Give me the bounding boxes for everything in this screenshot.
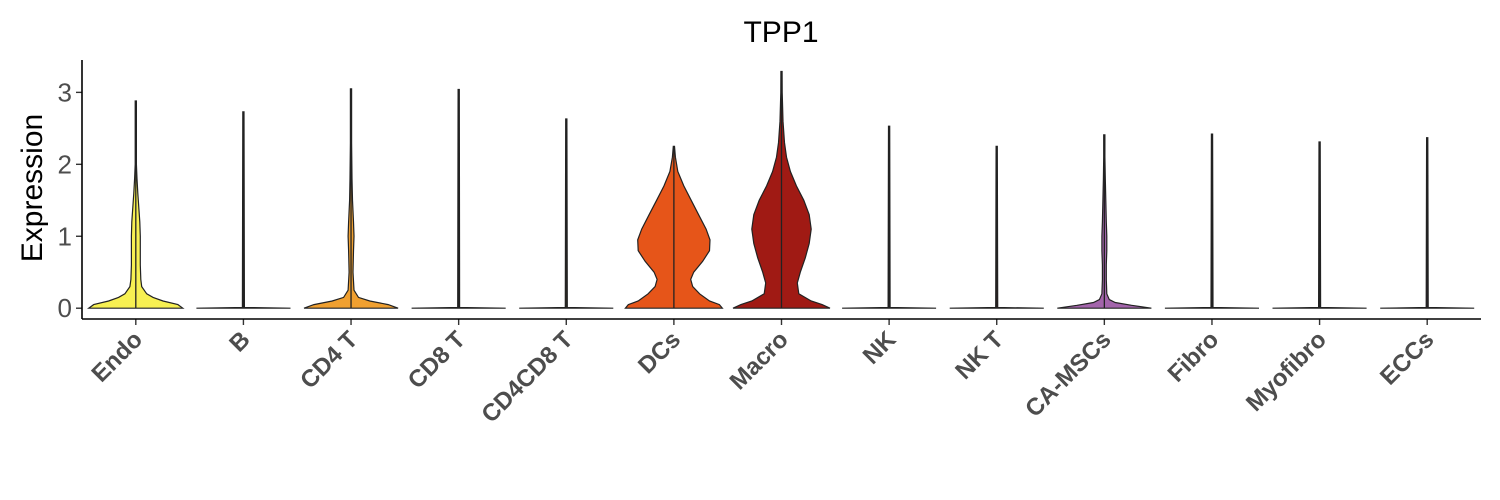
y-tick-label: 3	[58, 77, 72, 107]
x-tick-label: CD8 T	[403, 326, 471, 394]
x-tick-label: DCs	[633, 326, 686, 379]
x-tick-label: CD4 T	[295, 326, 363, 394]
x-tick-label: CA-MSCs	[1020, 326, 1116, 422]
x-axis-ticks: Endo B CD4 T CD8 T CD4CD8 T DCs Macro NK NK T CA-…	[87, 319, 1439, 428]
x-tick-label: Endo	[87, 326, 149, 388]
x-tick-label: NK T	[950, 326, 1009, 385]
chart-title: TPP1	[743, 16, 818, 49]
x-tick-label: Myofibro	[1241, 326, 1332, 417]
x-tick-label: B	[224, 326, 255, 357]
x-tick-label: CD4CD8 T	[476, 326, 578, 428]
y-tick-label: 1	[58, 221, 72, 251]
y-tick-label: 2	[58, 149, 72, 179]
y-tick-label: 0	[58, 293, 72, 323]
x-tick-label: NK	[858, 326, 902, 370]
x-tick-label: ECCs	[1375, 326, 1439, 390]
x-tick-label: Fibro	[1163, 326, 1225, 388]
y-axis-ticks: 0 1 2 3	[58, 77, 82, 323]
y-axis-label: Expression	[16, 114, 49, 262]
violins	[86, 70, 1475, 309]
x-tick-label: Macro	[725, 326, 794, 395]
